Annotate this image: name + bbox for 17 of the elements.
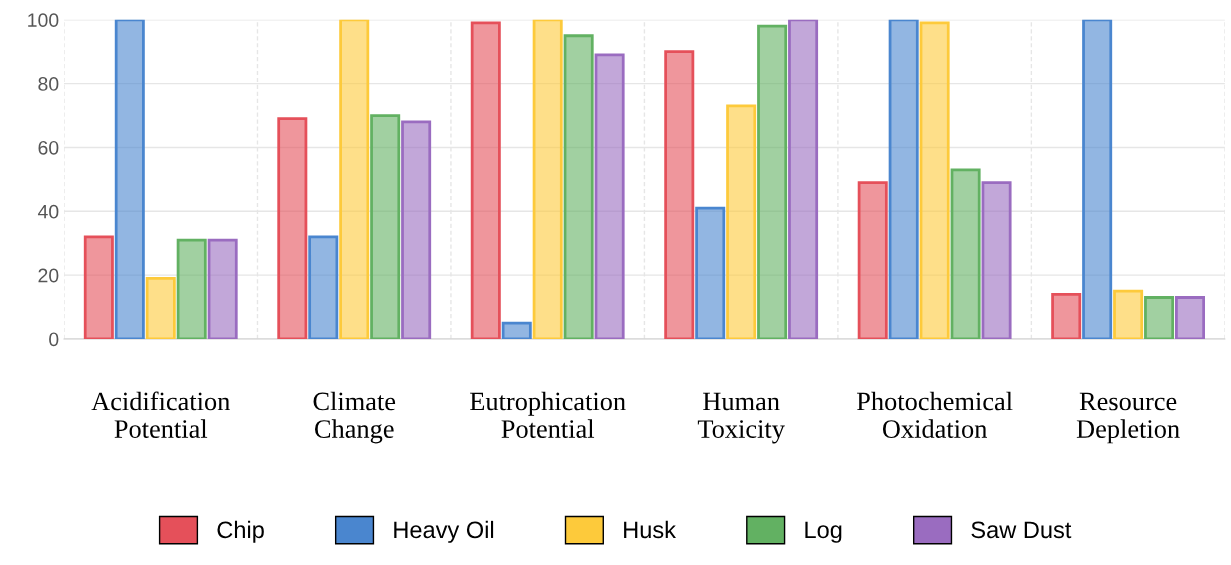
y-tick-label: 60: [38, 140, 59, 155]
legend-label: Heavy Oil: [394, 520, 494, 543]
x-tick-label: Acidification Potential: [91, 391, 230, 438]
legend-label: Saw Dust: [971, 521, 1072, 539]
x-tick-label: Resource Depletion: [1076, 392, 1180, 444]
x-tick-label: Human Toxicity: [697, 392, 785, 444]
y-tick-label: 20: [38, 268, 59, 283]
x-tick-label: Photochemical Oxidation: [856, 391, 1013, 438]
y-tick-label: 80: [38, 77, 59, 91]
legend-label: Log: [805, 521, 842, 543]
y-tick-label: 0: [49, 332, 59, 347]
x-tick-label: Eutrophication Potential: [470, 391, 626, 438]
legend-label: Husk: [624, 520, 676, 539]
x-tick-label: Climate Change: [313, 391, 396, 444]
y-tick-label: 40: [37, 204, 59, 219]
legend-label: Chip: [217, 520, 264, 543]
y-tick-label: 100: [28, 13, 59, 28]
